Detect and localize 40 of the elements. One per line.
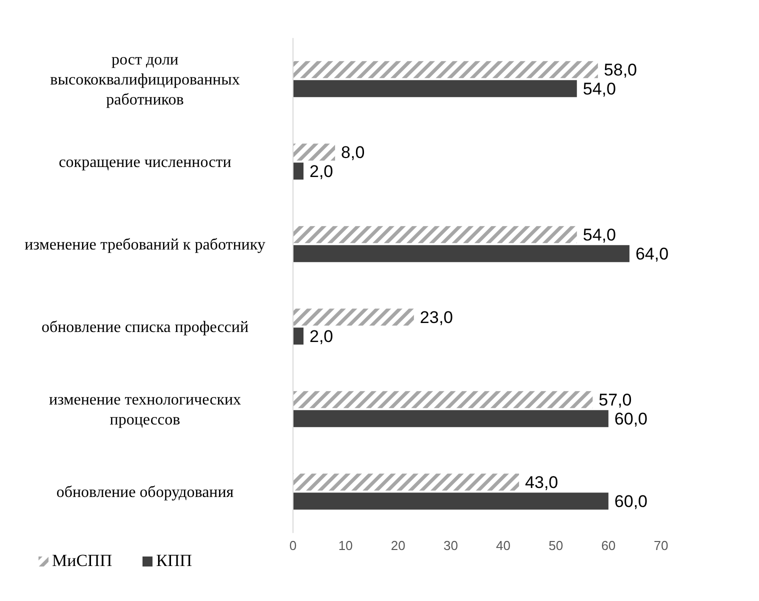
bar [293, 410, 608, 428]
bar [293, 328, 304, 345]
bar [293, 245, 630, 262]
data-label: 60,0 [614, 492, 648, 512]
x-tick-label: 20 [390, 538, 406, 554]
data-label: 54,0 [582, 226, 616, 245]
data-label: 2,0 [310, 162, 334, 182]
bar [293, 80, 577, 98]
bar [293, 162, 304, 180]
x-tick-label: 40 [496, 538, 511, 554]
bar [293, 492, 608, 510]
x-tick-label: 0 [289, 538, 297, 554]
data-label: 58,0 [604, 60, 638, 80]
y-tick-label: изменение технологических процессов [48, 391, 242, 428]
data-label: 2,0 [310, 327, 334, 346]
y-tick-label: рост доли высококвалифицированных работников [50, 51, 240, 108]
data-label: 8,0 [341, 143, 365, 162]
y-tick-label: сокращение численности [58, 154, 232, 171]
legend-label: МиСПП [51, 551, 112, 571]
data-label: 57,0 [598, 390, 632, 410]
x-tick-label: 10 [338, 538, 353, 554]
legend-label: КПП [155, 551, 192, 571]
x-tick-label: 60 [601, 538, 616, 554]
bar [293, 144, 336, 161]
data-label: 23,0 [420, 308, 454, 328]
data-label: 43,0 [525, 473, 558, 492]
data-label: 54,0 [582, 80, 616, 99]
bar [293, 391, 593, 408]
data-label: 64,0 [635, 244, 669, 264]
y-tick-label: обновление списка профессий [41, 318, 249, 336]
y-tick-label: изменение требований к работнику [24, 236, 266, 254]
bar [293, 226, 577, 244]
x-tick-label: 50 [548, 538, 564, 554]
y-tick-label: обновление оборудования [56, 484, 234, 501]
x-tick-label: 30 [443, 538, 458, 554]
data-label: 60,0 [614, 410, 648, 429]
bar [293, 308, 414, 326]
bar [293, 61, 598, 78]
bar [293, 474, 520, 491]
x-tick-label: 70 [654, 538, 668, 554]
